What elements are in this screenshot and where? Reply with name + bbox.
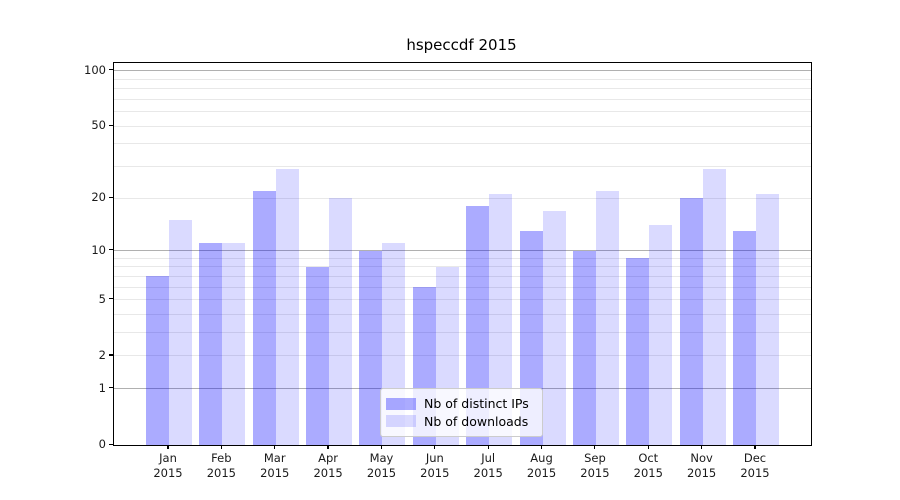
x-tick-label-Jan: Jan 2015 <box>153 451 183 480</box>
x-tick-Jan <box>167 445 169 449</box>
legend-entry-distinct-ips: Nb of distinct IPs <box>386 395 534 413</box>
y-tick-100 <box>109 69 113 71</box>
y-tick-label-20: 20 <box>91 190 106 205</box>
legend-label-downloads: Nb of downloads <box>424 413 529 429</box>
bar-downloads-Mar <box>275 169 299 445</box>
bar-downloads-Aug <box>542 210 566 445</box>
gridline-minor-30 <box>114 165 811 167</box>
gridline-minor-50 <box>114 125 811 127</box>
x-tick-Jun <box>434 445 436 449</box>
y-tick-label-50: 50 <box>91 118 106 133</box>
gridline-minor-4 <box>114 313 811 315</box>
legend-label-distinct-ips: Nb of distinct IPs <box>424 396 529 412</box>
gridline-minor-80 <box>114 88 811 90</box>
x-tick-Nov <box>701 445 703 449</box>
bar-distinct-ips-Jan <box>146 276 169 445</box>
gridline-minor-8 <box>114 266 811 268</box>
bar-distinct-ips-May <box>359 250 383 445</box>
gridline-minor-9 <box>114 257 811 259</box>
bar-distinct-ips-Mar <box>252 190 276 445</box>
x-tick-Oct <box>647 445 649 449</box>
y-tick-label-10: 10 <box>91 242 106 257</box>
gridline-minor-40 <box>114 143 811 145</box>
chart-title: hspeccdf 2015 <box>406 36 517 54</box>
x-tick-Aug <box>540 445 543 449</box>
gridline-minor-60 <box>114 111 811 113</box>
x-tick-label-Sep: Sep 2015 <box>580 451 610 480</box>
y-tick-label-1: 1 <box>98 380 106 395</box>
bar-distinct-ips-Dec <box>733 230 756 445</box>
y-tick-label-0: 0 <box>98 437 106 451</box>
x-tick-Dec <box>754 445 756 449</box>
gridline-major-10 <box>114 250 811 251</box>
gridline-minor-3 <box>114 332 811 334</box>
bar-downloads-Jan <box>169 220 192 445</box>
y-tick-50 <box>109 124 113 126</box>
x-tick-Sep <box>594 445 596 449</box>
y-tick-0 <box>109 443 113 445</box>
legend: Nb of distinct IPs Nb of downloads <box>380 388 543 437</box>
y-tick-label-5: 5 <box>98 291 106 306</box>
bar-downloads-Apr <box>329 198 353 445</box>
bar-downloads-Dec <box>756 194 779 445</box>
gridline-minor-90 <box>114 78 811 80</box>
y-tick-20 <box>109 196 113 198</box>
gridline-minor-6 <box>114 286 811 288</box>
x-tick-label-Dec: Dec 2015 <box>740 451 770 480</box>
y-tick-1 <box>109 387 113 389</box>
x-tick-label-Apr: Apr 2015 <box>313 451 343 480</box>
bar-distinct-ips-Oct <box>626 258 650 445</box>
bar-downloads-Jul <box>489 194 513 445</box>
x-tick-label-May: May 2015 <box>366 451 397 480</box>
bar-distinct-ips-Apr <box>306 266 330 445</box>
gridline-minor-2 <box>114 355 811 357</box>
x-tick-May <box>380 445 383 449</box>
legend-entry-downloads: Nb of downloads <box>386 413 534 431</box>
gridline-minor-5 <box>114 299 811 301</box>
legend-swatch-downloads-icon <box>386 415 416 428</box>
x-tick-label-Nov: Nov 2015 <box>686 451 717 480</box>
x-tick-label-Mar: Mar 2015 <box>260 451 290 480</box>
y-tick-10 <box>109 249 113 251</box>
gridline-minor-7 <box>114 275 811 277</box>
bar-downloads-Oct <box>649 225 673 445</box>
bar-downloads-Feb <box>222 243 246 445</box>
x-tick-label-Aug: Aug 2015 <box>526 451 557 480</box>
bar-downloads-Sep <box>595 190 619 445</box>
y-tick-label-100: 100 <box>84 62 106 77</box>
x-tick-label-Jun: Jun 2015 <box>420 451 450 480</box>
x-tick-label-Jul: Jul 2015 <box>473 451 503 480</box>
x-tick-Mar <box>274 445 276 449</box>
x-tick-label-Oct: Oct 2015 <box>633 451 663 480</box>
y-tick-5 <box>109 298 113 300</box>
bar-distinct-ips-Feb <box>199 243 223 445</box>
x-tick-Apr <box>327 445 329 449</box>
y-tick-label-2: 2 <box>98 347 106 362</box>
legend-swatch-distinct-ips-icon <box>386 397 416 410</box>
gridline-minor-20 <box>114 197 811 199</box>
bar-downloads-Nov <box>702 169 726 445</box>
x-tick-Feb <box>220 445 222 449</box>
gridline-major-100 <box>114 70 811 72</box>
x-tick-Jul <box>487 445 489 449</box>
y-tick-2 <box>109 354 113 356</box>
bar-distinct-ips-Sep <box>572 250 596 445</box>
gridline-minor-70 <box>114 98 811 100</box>
bar-distinct-ips-Jul <box>466 206 490 445</box>
bar-distinct-ips-Nov <box>679 198 703 445</box>
x-tick-label-Feb: Feb 2015 <box>206 451 236 480</box>
